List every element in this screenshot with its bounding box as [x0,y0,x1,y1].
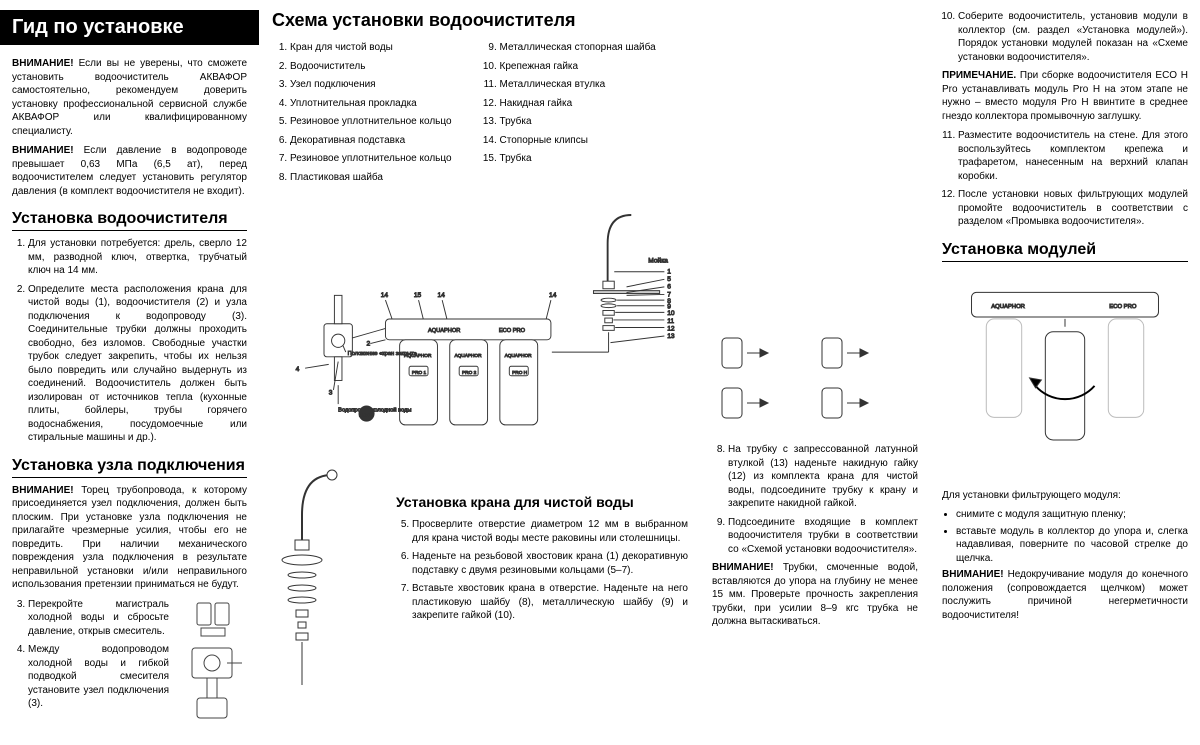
svg-text:Положение «кран закрыт»: Положение «кран закрыт» [348,351,417,357]
svg-text:2: 2 [367,340,371,347]
step-3: Перекройте магистраль холодной воды и сб… [28,598,169,639]
part-item: Металлическая стопорная шайба [500,41,656,55]
part-item: Кран для чистой воды [290,41,452,55]
part-item: Резиновое уплотнительное кольцо [290,152,452,166]
steps-8-9: На трубку с запрессованной латунной втул… [712,443,918,556]
step-11: Разместите водоочиститель на стене. Для … [958,129,1188,183]
svg-text:Водопровод холодной воды: Водопровод холодной воды [338,407,411,414]
part-item: Трубка [500,152,656,166]
steps-10-12: Соберите водоочиститель, установив модул… [942,10,1188,64]
column-center: Схема установки водоочистителя Кран для … [260,0,700,745]
svg-text:12: 12 [667,325,675,332]
svg-text:AQUAPHOR: AQUAPHOR [428,328,460,334]
part-item: Пластиковая шайба [290,171,452,185]
guide-title: Гид по установке [0,10,259,45]
node-steps: Перекройте магистраль холодной воды и сб… [12,598,169,711]
svg-text:6: 6 [667,284,671,291]
svg-text:10: 10 [667,310,675,317]
column-mid-right: На трубку с запрессованной латунной втул… [700,0,930,745]
svg-text:PRO 1: PRO 1 [412,370,427,376]
schema-title: Схема установки водоочистителя [272,10,688,31]
svg-text:14: 14 [381,292,389,299]
column-right: Соберите водоочиститель, установив модул… [930,0,1200,745]
svg-text:AQUAPHOR: AQUAPHOR [505,353,533,359]
part-item: Декоративная подставка [290,134,452,148]
svg-text:Мойка: Мойка [648,256,668,264]
svg-text:AQUAPHOR: AQUAPHOR [454,353,482,359]
part-item: Накидная гайка [500,97,656,111]
warning-1: ВНИМАНИЕ! Если вы не уверены, что сможет… [12,57,247,138]
faucet-exploded-diagram [272,460,382,690]
assembly-diagram: Мойка 1 5 6 7 8 9 10 11 12 13 AQUAPHOR E… [272,199,688,439]
step-2: Определите места расположения крана для … [28,283,247,445]
tap-steps: Просверлите отверстие диаметром 12 мм в … [396,518,688,623]
svg-text:AQUAPHOR: AQUAPHOR [991,304,1025,310]
svg-text:ECO PRO: ECO PRO [499,328,526,334]
step-5: Просверлите отверстие диаметром 12 мм в … [412,518,688,545]
install-steps: Для установки потребуется: дрель, сверло… [12,237,247,445]
note-eco-pro: ПРИМЕЧАНИЕ. При сборке водоочистителя EC… [942,69,1188,123]
warning-module: ВНИМАНИЕ! Недокручивание модуля до конеч… [942,568,1188,622]
part-item: Уплотнительная прокладка [290,97,452,111]
step-7: Вставьте хвостовик крана в отверстие. На… [412,582,688,623]
svg-text:3: 3 [329,390,333,397]
h-install-modules: Установка модулей [942,241,1188,262]
module-intro: Для установки фильтрующего модуля: [942,489,1188,503]
step-12: После установки новых фильтрующих модуле… [958,188,1188,229]
warning-tubes: ВНИМАНИЕ! Трубки, смоченные водой, встав… [712,561,918,629]
svg-text:15: 15 [414,292,422,299]
step-1: Для установки потребуется: дрель, сверло… [28,237,247,278]
step-9: Подсоедините входящие в комплект водоочи… [728,516,918,557]
h-install-purifier: Установка водоочистителя [12,210,247,231]
step-10: Соберите водоочиститель, установив модул… [958,10,1188,64]
parts-list: Кран для чистой воды Водоочиститель Узел п… [272,41,688,189]
warning-2: ВНИМАНИЕ! Если давление в водопроводе пр… [12,144,247,198]
svg-text:ECO PRO: ECO PRO [1109,304,1137,310]
mod-b1: снимите с модуля защитную пленку; [956,508,1188,522]
warning-3: ВНИМАНИЕ! Торец трубопровода, к которому… [12,484,247,592]
clip-insertion-icon [712,320,922,430]
step-8: На трубку с запрессованной латунной втул… [728,443,918,511]
module-install-diagram: AQUAPHOR ECO PRO [942,276,1188,476]
svg-text:11: 11 [667,318,674,325]
svg-text:PRO1: PRO1 [359,412,372,418]
column-left: Гид по установке ВНИМАНИЕ! Если вы не ув… [0,0,260,745]
svg-text:14: 14 [437,292,445,299]
svg-text:1: 1 [667,269,671,276]
parts-list-a: Кран для чистой воды Водоочиститель Узел п… [272,41,452,189]
connection-node-icon [177,598,247,728]
h-install-node: Установка узла подключения [12,457,247,478]
svg-text:4: 4 [296,366,300,373]
part-item: Стопорные клипсы [500,134,656,148]
svg-text:PRO 2: PRO 2 [462,370,477,376]
svg-text:5: 5 [667,276,671,283]
part-item: Крепежная гайка [500,60,656,74]
part-item: Трубка [500,115,656,129]
part-item: Водоочиститель [290,60,452,74]
parts-list-b: Металлическая стопорная шайба Крепежная г… [482,41,656,189]
step-4: Между водопроводом холодной воды и гибко… [28,643,169,711]
h-install-tap: Установка крана для чистой воды [396,494,688,512]
svg-text:13: 13 [667,333,675,340]
attn-label: ВНИМАНИЕ! [12,58,74,69]
svg-text:14: 14 [549,292,557,299]
module-bullets: снимите с модуля защитную пленку; вставь… [942,508,1188,565]
part-item: Металлическая втулка [500,78,656,92]
part-item: Узел подключения [290,78,452,92]
mod-b2: вставьте модуль в коллектор до упора и, … [956,525,1188,566]
part-item: Резиновое уплотнительное кольцо [290,115,452,129]
step-6: Наденьте на резьбовой хвостовик крана (1… [412,550,688,577]
svg-text:PRO H: PRO H [512,370,528,376]
